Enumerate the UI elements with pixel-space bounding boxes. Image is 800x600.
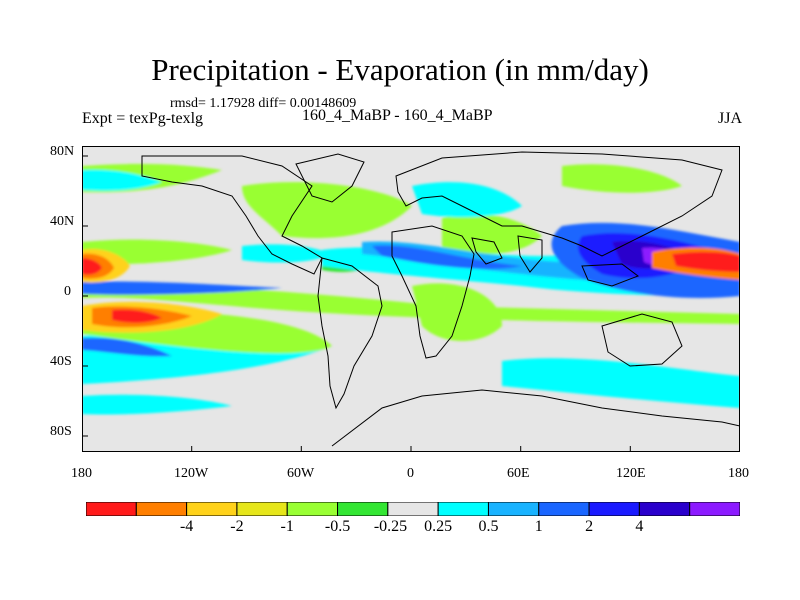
lon-labels: 180 120W 60W 0 60E 120E 180 [0, 466, 800, 486]
map-title: Precipitation - Evaporation (in mm/day) [151, 52, 649, 87]
coastline-greenland [295, 153, 365, 203]
field-band [82, 281, 282, 295]
field-band [82, 394, 232, 415]
lon-label: 120E [616, 466, 646, 481]
colorbar-label: -2 [230, 518, 244, 535]
field-band [412, 283, 502, 341]
field-band [242, 182, 412, 239]
lon-label: 120W [174, 466, 209, 481]
colorbar-swatch [135, 501, 188, 517]
coastlines [141, 151, 741, 447]
colorbar-swatch [186, 501, 238, 517]
colorbar-label: -0.5 [324, 518, 351, 535]
field-band [82, 285, 740, 324]
field-band [672, 251, 740, 272]
colorbar-label: -4 [179, 518, 194, 535]
season-label: JJA [717, 110, 742, 127]
colorbar-swatch [638, 501, 691, 517]
colorbar-label: 4 [635, 518, 644, 535]
colorbar-label: 2 [585, 518, 594, 535]
colorbar-swatch [487, 501, 540, 517]
field-band [502, 358, 740, 408]
colorbar-label: -0.25 [373, 518, 408, 535]
field-band [562, 164, 682, 193]
map-field-svg [82, 146, 741, 452]
stats-line: rmsd= 1.17928 diff= 0.00148609 [170, 96, 357, 111]
lat-ticks [82, 155, 88, 437]
colorbar-swatch [538, 501, 590, 517]
colorbar-label: 0.5 [478, 518, 499, 535]
coastline-eurasia [395, 151, 723, 257]
coastline-australia [601, 313, 683, 367]
field-band [372, 245, 522, 269]
coastline-africa [391, 225, 475, 359]
coastline-india [517, 235, 543, 273]
comparison-label: 160_4_MaBP - 160_4_MaBP [302, 107, 493, 124]
field-band [82, 337, 172, 357]
field-band [242, 244, 332, 263]
experiment-label: Expt = texPg-texlg [82, 110, 204, 127]
field-band [82, 258, 102, 275]
colorbar-swatch [689, 501, 741, 517]
coastline-north-america [141, 155, 323, 275]
lon-label: 60W [287, 466, 315, 481]
colorbar-swatch [286, 501, 339, 517]
lon-label: 0 [407, 466, 414, 481]
lat-label: 80N [50, 144, 75, 159]
lon-label: 180 [71, 466, 92, 481]
colorbar-swatch [337, 501, 389, 517]
lat-label: 40N [50, 214, 75, 229]
field-band [112, 309, 162, 323]
precip-field [82, 163, 740, 415]
colorbar-labels: -4 -2 -1 -0.5 -0.25 0.25 0.5 1 2 4 [0, 518, 800, 542]
colorbar-svg [85, 501, 741, 517]
precip-evap-map [82, 146, 741, 452]
lon-ticks [191, 446, 631, 452]
field-band [412, 182, 522, 218]
colorbar-swatch [85, 501, 137, 517]
lat-label: 80S [50, 424, 72, 439]
lat-label: 0 [64, 284, 71, 299]
colorbar-label: -1 [280, 518, 294, 535]
colorbar-swatch [588, 501, 640, 517]
lat-labels: 80N 40N 0 40S 80S [50, 144, 80, 452]
colorbar [85, 501, 741, 517]
coastline-arabia [471, 237, 503, 265]
coastline-maritime [581, 263, 640, 287]
coastline-south-america [317, 257, 383, 410]
colorbar-swatch [236, 501, 288, 517]
lon-label: 60E [507, 466, 530, 481]
coastline-antarctica [331, 389, 741, 447]
lon-label: 180 [728, 466, 749, 481]
colorbar-swatch [387, 501, 439, 517]
colorbar-label: 0.25 [424, 518, 453, 535]
colorbar-label: 1 [534, 518, 543, 535]
field-band [82, 169, 162, 191]
lat-label: 40S [50, 354, 72, 369]
colorbar-swatch [437, 501, 489, 517]
